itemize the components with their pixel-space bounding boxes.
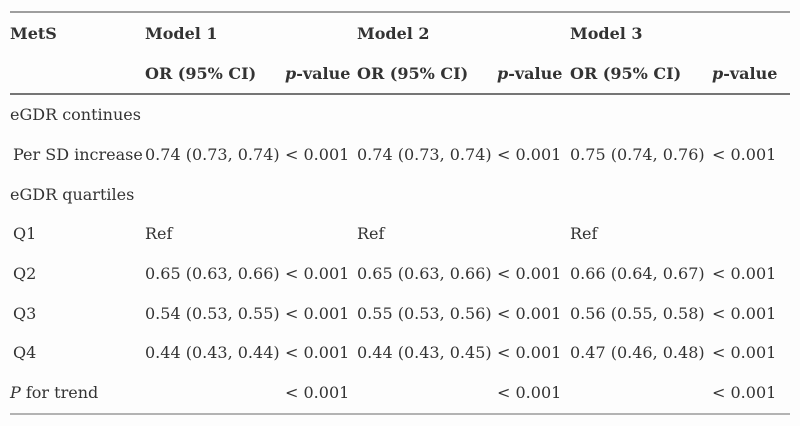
- m1-p-cell: < 0.001: [285, 303, 350, 323]
- m1-p-cell: < 0.001: [285, 383, 350, 403]
- row-label: Per SD increase: [13, 145, 143, 165]
- row-label: P for trend: [10, 373, 145, 414]
- results-table-container: MetS Model 1 Model 2 Model 3 OR (95% CI)…: [10, 11, 790, 415]
- m2-or-cell: [357, 94, 497, 135]
- row-label: Q1: [13, 224, 37, 244]
- m2-p-cell: < 0.001: [497, 264, 562, 284]
- model-1-header: Model 1: [145, 23, 218, 43]
- row-label: Q2: [13, 264, 37, 284]
- m3-or-cell: [570, 174, 712, 214]
- m2-p-cell: < 0.001: [497, 343, 562, 363]
- m1-p-cell: [285, 174, 357, 214]
- p-rest: -value: [296, 63, 351, 83]
- or-ci-header-m3: OR (95% CI): [570, 63, 682, 83]
- p-value-header-m2: p-value: [497, 53, 570, 94]
- m2-p-cell: [497, 214, 570, 254]
- row-egdr-continues: eGDR continues: [10, 94, 790, 135]
- m2-p-cell: < 0.001: [497, 303, 562, 323]
- table-body: eGDR continues Per SD increase 0.74 (0.7…: [10, 94, 790, 414]
- m3-p-cell: < 0.001: [712, 343, 777, 363]
- m1-or-cell: 0.74 (0.73, 0.74): [145, 145, 280, 165]
- row-q2: Q2 0.65 (0.63, 0.66) < 0.001 0.65 (0.63,…: [10, 254, 790, 294]
- m3-p-cell: < 0.001: [712, 303, 777, 323]
- p-italic: p: [712, 63, 724, 83]
- m2-or-cell: 0.65 (0.63, 0.66): [357, 264, 492, 284]
- row-q4: Q4 0.44 (0.43, 0.44) < 0.001 0.44 (0.43,…: [10, 333, 790, 373]
- m2-or-cell: [357, 174, 497, 214]
- m3-or-cell: 0.56 (0.55, 0.58): [570, 303, 705, 323]
- m3-or-cell: [570, 94, 712, 135]
- m2-or-cell: 0.74 (0.73, 0.74): [357, 145, 492, 165]
- or-ci-header-m2: OR (95% CI): [357, 63, 469, 83]
- m3-or-cell: Ref: [570, 224, 598, 244]
- m3-or-cell: [570, 373, 712, 414]
- table-header: MetS Model 1 Model 2 Model 3 OR (95% CI)…: [10, 12, 790, 94]
- m3-p-cell: [712, 214, 790, 254]
- row-p-for-trend: P for trend < 0.001 < 0.001 < 0.001: [10, 373, 790, 414]
- m3-or-cell: 0.47 (0.46, 0.48): [570, 343, 705, 363]
- m1-p-cell: [285, 94, 357, 135]
- p-italic: p: [497, 63, 509, 83]
- m2-p-cell: [497, 174, 570, 214]
- m2-or-cell: Ref: [357, 224, 385, 244]
- row-egdr-quartiles: eGDR quartiles: [10, 174, 790, 214]
- empty-header-cell: [10, 53, 145, 94]
- m2-or-cell: 0.44 (0.43, 0.45): [357, 343, 492, 363]
- header-row-measures: OR (95% CI) p-value OR (95% CI) p-value …: [10, 53, 790, 94]
- model-3-header: Model 3: [570, 23, 643, 43]
- or-ci-header-m1: OR (95% CI): [145, 63, 257, 83]
- p-trend-rest: for trend: [20, 383, 99, 403]
- m1-p-cell: < 0.001: [285, 145, 350, 165]
- row-label: Q3: [13, 303, 37, 323]
- p-value-header-m3: p-value: [712, 53, 790, 94]
- m2-p-cell: < 0.001: [497, 145, 562, 165]
- row-q1: Q1 Ref Ref Ref: [10, 214, 790, 254]
- m1-or-cell: 0.44 (0.43, 0.44): [145, 343, 280, 363]
- m1-or-cell: 0.65 (0.63, 0.66): [145, 264, 280, 284]
- p-italic: p: [285, 63, 297, 83]
- m1-or-cell: [145, 94, 285, 135]
- m1-or-cell: 0.54 (0.53, 0.55): [145, 303, 280, 323]
- model-2-header: Model 2: [357, 23, 430, 43]
- m3-p-cell: < 0.001: [712, 145, 777, 165]
- m3-p-cell: < 0.001: [712, 264, 777, 284]
- m3-p-cell: [712, 94, 790, 135]
- p-rest: -value: [723, 63, 778, 83]
- row-label: Q4: [13, 343, 37, 363]
- header-row-models: MetS Model 1 Model 2 Model 3: [10, 12, 790, 53]
- m3-or-cell: 0.66 (0.64, 0.67): [570, 264, 705, 284]
- row-label: eGDR quartiles: [10, 184, 135, 204]
- m1-or-cell: Ref: [145, 224, 173, 244]
- m3-p-cell: [712, 174, 790, 214]
- m2-or-cell: 0.55 (0.53, 0.56): [357, 303, 492, 323]
- m1-p-cell: < 0.001: [285, 343, 350, 363]
- m1-p-cell: [285, 214, 357, 254]
- m2-p-cell: [497, 94, 570, 135]
- p-trend-italic: P: [10, 383, 21, 403]
- m1-or-cell: [145, 373, 285, 414]
- p-value-header-m1: p-value: [285, 53, 357, 94]
- results-table: MetS Model 1 Model 2 Model 3 OR (95% CI)…: [10, 11, 790, 415]
- m1-or-cell: [145, 174, 285, 214]
- row-label: eGDR continues: [10, 105, 141, 125]
- stub-header-mets: MetS: [10, 23, 57, 43]
- row-q3: Q3 0.54 (0.53, 0.55) < 0.001 0.55 (0.53,…: [10, 293, 790, 333]
- m3-p-cell: < 0.001: [712, 383, 777, 403]
- row-per-sd-increase: Per SD increase 0.74 (0.73, 0.74) < 0.00…: [10, 135, 790, 175]
- m1-p-cell: < 0.001: [285, 264, 350, 284]
- m2-p-cell: < 0.001: [497, 383, 562, 403]
- p-rest: -value: [508, 63, 563, 83]
- m2-or-cell: [357, 373, 497, 414]
- m3-or-cell: 0.75 (0.74, 0.76): [570, 145, 705, 165]
